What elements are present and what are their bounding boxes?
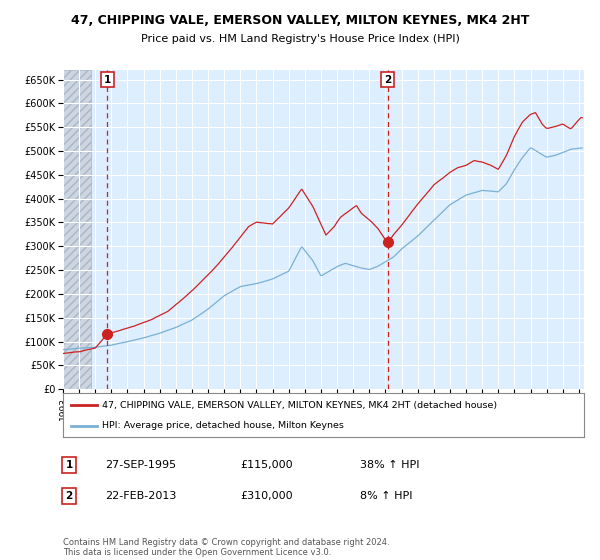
Text: £310,000: £310,000 xyxy=(240,491,293,501)
Text: 38% ↑ HPI: 38% ↑ HPI xyxy=(360,460,419,470)
Text: 8% ↑ HPI: 8% ↑ HPI xyxy=(360,491,413,501)
Text: 1: 1 xyxy=(104,75,111,85)
Text: 47, CHIPPING VALE, EMERSON VALLEY, MILTON KEYNES, MK4 2HT (detached house): 47, CHIPPING VALE, EMERSON VALLEY, MILTO… xyxy=(102,401,497,410)
Text: Price paid vs. HM Land Registry's House Price Index (HPI): Price paid vs. HM Land Registry's House … xyxy=(140,34,460,44)
Text: 2: 2 xyxy=(384,75,391,85)
Text: 27-SEP-1995: 27-SEP-1995 xyxy=(105,460,176,470)
Text: 1: 1 xyxy=(65,460,73,470)
Text: 47, CHIPPING VALE, EMERSON VALLEY, MILTON KEYNES, MK4 2HT: 47, CHIPPING VALE, EMERSON VALLEY, MILTO… xyxy=(71,14,529,27)
Text: HPI: Average price, detached house, Milton Keynes: HPI: Average price, detached house, Milt… xyxy=(102,421,344,431)
Text: 2: 2 xyxy=(65,491,73,501)
Text: 22-FEB-2013: 22-FEB-2013 xyxy=(105,491,176,501)
Text: Contains HM Land Registry data © Crown copyright and database right 2024.
This d: Contains HM Land Registry data © Crown c… xyxy=(63,538,389,557)
Text: £115,000: £115,000 xyxy=(240,460,293,470)
Bar xyxy=(63,70,91,389)
